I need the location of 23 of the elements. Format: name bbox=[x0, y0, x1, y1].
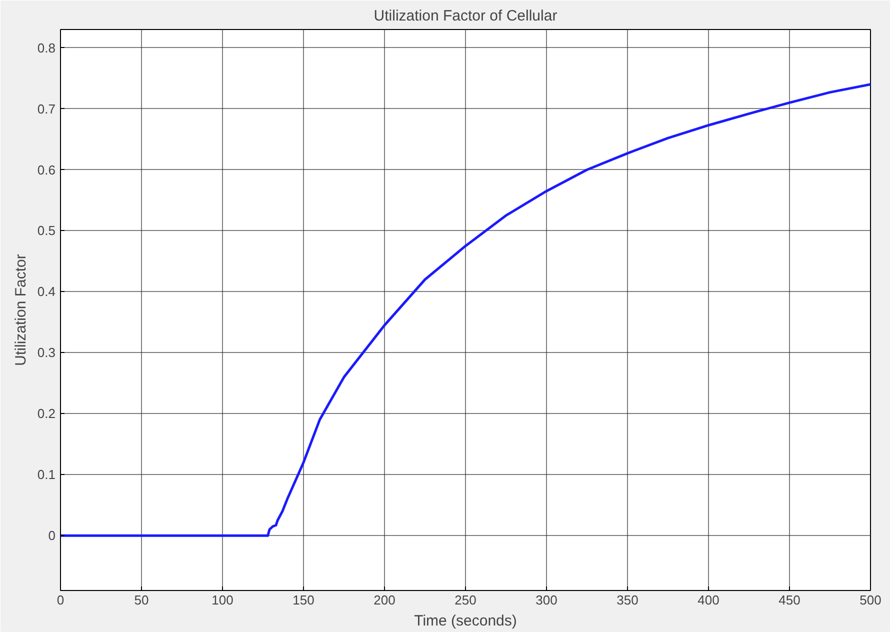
y-tick-label: 0.6 bbox=[37, 162, 56, 178]
x-tick-label: 150 bbox=[292, 592, 314, 608]
x-tick-label: 450 bbox=[778, 592, 800, 608]
x-tick-label: 400 bbox=[698, 592, 720, 608]
y-tick-label: 0.2 bbox=[37, 406, 56, 422]
y-tick-label: 0 bbox=[48, 528, 56, 544]
y-tick-label: 0.3 bbox=[37, 345, 56, 360]
y-tick-label: 0.7 bbox=[37, 101, 56, 116]
x-tick-label: 350 bbox=[616, 592, 638, 608]
y-axis-title: Utilization Factor bbox=[12, 254, 30, 366]
y-tick-label: 0.8 bbox=[37, 40, 56, 56]
x-tick-label: 500 bbox=[860, 592, 882, 608]
x-tick-label: 200 bbox=[374, 592, 396, 608]
y-tick-label: 0.5 bbox=[37, 223, 56, 238]
chart-title: Utilization Factor of Cellular bbox=[374, 8, 558, 24]
x-tick-label: 300 bbox=[536, 592, 558, 608]
x-tick-label: 250 bbox=[454, 592, 476, 608]
y-tick-label: 0.1 bbox=[37, 467, 56, 482]
line-series bbox=[60, 83, 870, 537]
y-tick-label: 0.4 bbox=[37, 284, 56, 300]
x-axis-title: Time (seconds) bbox=[414, 612, 517, 630]
x-tick-label: 50 bbox=[134, 592, 149, 608]
x-tick-label: 100 bbox=[212, 592, 234, 608]
